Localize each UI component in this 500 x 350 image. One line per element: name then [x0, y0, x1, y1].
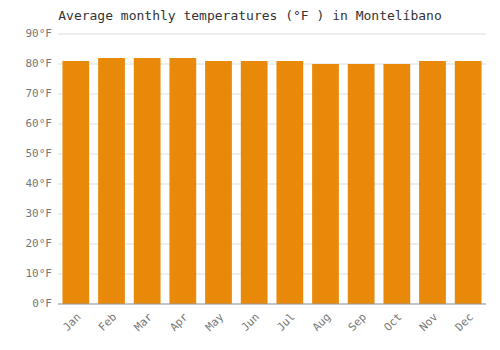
y-tick-label: 0°F	[32, 297, 52, 310]
y-tick-label: 80°F	[26, 57, 53, 70]
y-tick-label: 20°F	[26, 237, 53, 250]
bar	[62, 61, 89, 304]
x-tick-label: Jul	[274, 311, 297, 334]
bars	[62, 58, 481, 304]
bar	[205, 61, 232, 304]
x-axis: Jan Feb Mar Apr May Jun Jul Aug Sep Oct Nov Dec	[58, 304, 486, 334]
bar	[169, 58, 196, 304]
y-tick-label: 30°F	[26, 207, 53, 220]
x-tick-label: Apr	[167, 310, 191, 334]
bar	[134, 58, 161, 304]
y-tick-label: 90°F	[26, 27, 53, 40]
x-tick-label: Nov	[417, 310, 441, 334]
grid-line	[58, 34, 486, 35]
x-tick-label: Sep	[346, 311, 369, 334]
y-tick-label: 40°F	[26, 177, 53, 190]
bar	[419, 61, 446, 304]
y-tick-label: 50°F	[26, 147, 53, 160]
chart-container: 0°F 10°F 20°F 30°F 40°F 50°F 60°F 70°F 80°F 90°F J…	[0, 0, 500, 350]
title: Average monthly temperatures (°F ) in Mo…	[58, 8, 442, 23]
x-tick-label: Oct	[381, 311, 404, 334]
y-tick-label: 70°F	[26, 87, 53, 100]
chart-svg: 0°F 10°F 20°F 30°F 40°F 50°F 60°F 70°F 80°F 90°F J…	[0, 0, 500, 350]
y-axis: 0°F 10°F 20°F 30°F 40°F 50°F 60°F 70°F 80°F 90°F	[26, 27, 53, 310]
y-tick-label: 10°F	[26, 267, 53, 280]
x-tick-label: Dec	[453, 311, 476, 334]
x-axis-line	[58, 304, 486, 305]
x-tick-label: Feb	[96, 311, 119, 334]
bar	[241, 61, 268, 304]
bar	[383, 64, 410, 304]
y-tick-label: 60°F	[26, 117, 53, 130]
grid	[58, 34, 486, 304]
x-tick-label: May	[203, 310, 227, 334]
x-tick-label: Aug	[310, 311, 333, 334]
grid-line	[58, 304, 486, 305]
bar	[312, 64, 339, 304]
bar	[276, 61, 303, 304]
x-tick-label: Jun	[239, 311, 262, 334]
bar	[455, 61, 482, 304]
bar	[348, 64, 375, 304]
x-tick-label: Jan	[60, 311, 83, 334]
bar	[98, 58, 125, 304]
x-tick-label: Mar	[132, 310, 156, 334]
